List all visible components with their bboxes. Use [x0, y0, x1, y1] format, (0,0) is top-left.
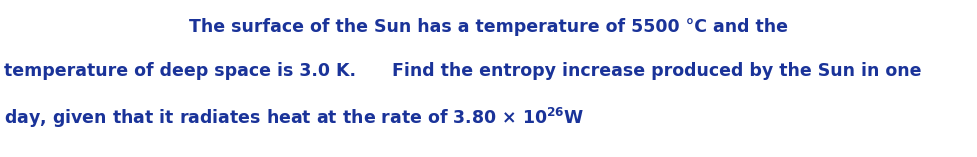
Text: The surface of the Sun has a temperature of 5500 °C and the: The surface of the Sun has a temperature… — [190, 18, 787, 36]
Text: day, given that it radiates heat at the rate of 3.80 × 10$\mathbf{^{26}}$W: day, given that it radiates heat at the … — [4, 106, 584, 130]
Text: temperature of deep space is 3.0 K.      Find the entropy increase produced by t: temperature of deep space is 3.0 K. Find… — [4, 62, 920, 80]
